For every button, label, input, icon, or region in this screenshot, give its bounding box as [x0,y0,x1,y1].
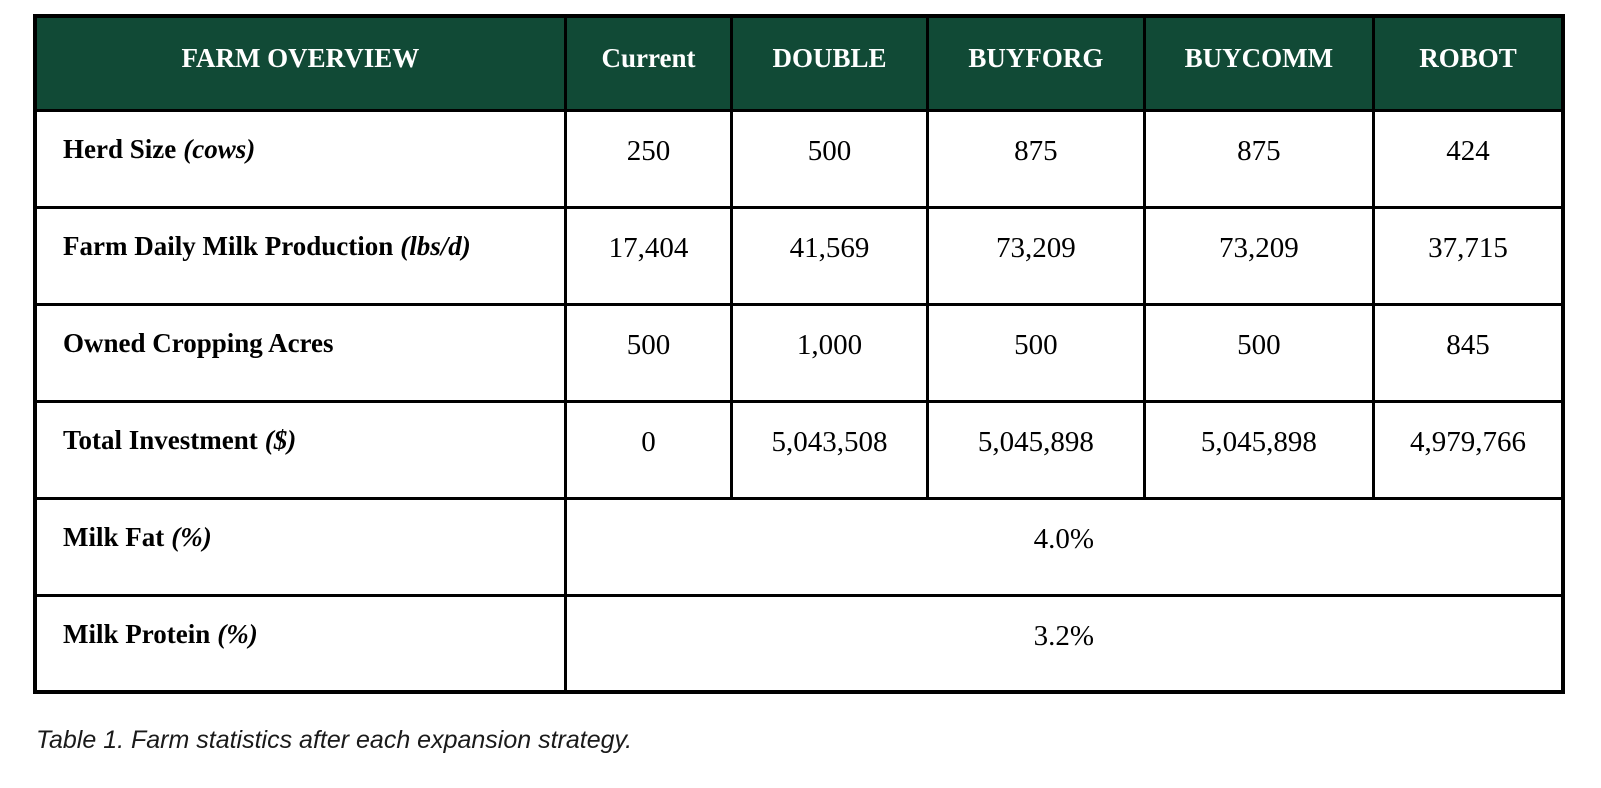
cell-cropping-acres-double: 1,000 [730,302,929,403]
farm-overview-table: FARM OVERVIEW Current DOUBLE BUYFORG BUY… [33,14,1565,694]
row-label-text: Farm Daily Milk Production [63,230,394,261]
row-label-milk-production: Farm Daily Milk Production (lbs/d) [33,205,567,306]
row-label-text: Milk Protein [63,618,211,649]
header-row: FARM OVERVIEW Current DOUBLE BUYFORG BUY… [33,14,1565,112]
column-header-current: Current [563,14,734,112]
cell-total-investment-buyforg: 5,045,898 [925,399,1146,500]
cell-cropping-acres-robot: 845 [1372,302,1565,403]
cell-milk-production-buycomm: 73,209 [1142,205,1376,306]
cell-milk-production-current: 17,404 [563,205,734,306]
table-row-herd-size: Herd Size (cows) 250 500 875 875 424 [33,108,1565,209]
cell-cropping-acres-buycomm: 500 [1142,302,1376,403]
table-row-cropping-acres: Owned Cropping Acres 500 1,000 500 500 8… [33,302,1565,403]
cell-milk-production-robot: 37,715 [1372,205,1565,306]
table-title-cell: FARM OVERVIEW [33,14,567,112]
table-row-milk-protein: Milk Protein (%) 3.2% [33,593,1565,694]
cell-herd-size-current: 250 [563,108,734,209]
cell-total-investment-buycomm: 5,045,898 [1142,399,1376,500]
cell-total-investment-current: 0 [563,399,734,500]
table-row-milk-production: Farm Daily Milk Production (lbs/d) 17,404… [33,205,1565,306]
row-label-text: Owned Cropping Acres [63,327,334,358]
row-label-cropping-acres: Owned Cropping Acres [33,302,567,403]
row-label-text: Herd Size [63,133,177,164]
cell-cropping-acres-buyforg: 500 [925,302,1146,403]
cell-milk-protein-value: 3.2% [563,593,1565,694]
cell-total-investment-robot: 4,979,766 [1372,399,1565,500]
table-caption: Table 1. Farm statistics after each expa… [36,726,633,754]
column-header-buyforg: BUYFORG [925,14,1146,112]
row-label-unit: (%) [217,618,258,649]
cell-milk-production-double: 41,569 [730,205,929,306]
cell-herd-size-buycomm: 875 [1142,108,1376,209]
row-label-unit: (cows) [183,133,256,164]
cell-milk-production-buyforg: 73,209 [925,205,1146,306]
row-label-herd-size: Herd Size (cows) [33,108,567,209]
table-row-total-investment: Total Investment ($) 0 5,043,508 5,045,89… [33,399,1565,500]
column-header-buycomm: BUYCOMM [1142,14,1376,112]
row-label-text: Total Investment [63,424,258,455]
row-label-unit: ($) [264,424,297,455]
column-header-double: DOUBLE [730,14,929,112]
table-row-milk-fat: Milk Fat (%) 4.0% [33,496,1565,597]
row-label-unit: (%) [171,521,212,552]
row-label-milk-protein: Milk Protein (%) [33,593,567,694]
cell-total-investment-double: 5,043,508 [730,399,929,500]
row-label-total-investment: Total Investment ($) [33,399,567,500]
cell-herd-size-buyforg: 875 [925,108,1146,209]
row-label-text: Milk Fat [63,521,165,552]
cell-herd-size-double: 500 [730,108,929,209]
cell-milk-fat-value: 4.0% [563,496,1565,597]
row-label-unit: (lbs/d) [400,230,471,261]
column-header-robot: ROBOT [1372,14,1565,112]
row-label-milk-fat: Milk Fat (%) [33,496,567,597]
cell-cropping-acres-current: 500 [563,302,734,403]
cell-herd-size-robot: 424 [1372,108,1565,209]
